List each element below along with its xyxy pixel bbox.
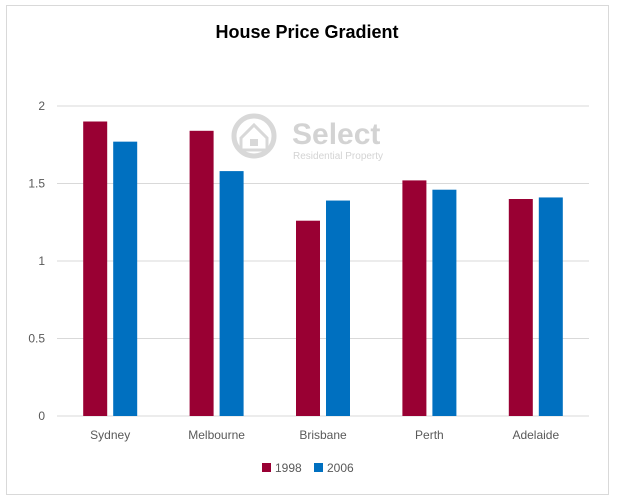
legend: 1998 2006 (262, 461, 354, 475)
y-tick-label: 1.5 (28, 177, 45, 191)
bar-perth-2006 (432, 189, 457, 416)
x-tick-label: Melbourne (188, 428, 245, 442)
y-tick-label: 2 (38, 99, 45, 113)
x-axis-ticks: Sydney Melbourne Brisbane Perth Adelaide (90, 428, 559, 442)
x-tick-label: Sydney (90, 428, 130, 442)
x-tick-label: Adelaide (512, 428, 559, 442)
y-tick-label: 0 (38, 409, 45, 423)
y-tick-label: 0.5 (28, 332, 45, 346)
house-icon (231, 113, 277, 159)
watermark-tagline: Residential Property (293, 151, 383, 162)
bar-melbourne-1998 (189, 130, 214, 417)
watermark-brand: Select (292, 118, 380, 151)
watermark-logo: Select Residential Property (231, 113, 383, 162)
chart-title: House Price Gradient (215, 22, 398, 42)
gridlines (57, 105, 589, 417)
bar-adelaide-2006 (538, 197, 563, 416)
x-tick-label: Brisbane (299, 428, 347, 442)
bar-perth-1998 (402, 180, 427, 416)
bar-sydney-1998 (83, 121, 108, 416)
y-tick-label: 1 (38, 254, 45, 268)
bar-adelaide-1998 (508, 199, 533, 416)
legend-label-2006: 2006 (327, 461, 354, 475)
bar-sydney-2006 (113, 141, 138, 416)
legend-swatch-2006 (314, 463, 323, 472)
x-tick-label: Perth (415, 428, 444, 442)
legend-label-1998: 1998 (275, 461, 302, 475)
y-axis-ticks: 0 0.5 1 1.5 2 (28, 99, 45, 423)
bar-melbourne-2006 (219, 171, 244, 416)
legend-swatch-1998 (262, 463, 271, 472)
bar-brisbane-2006 (326, 200, 350, 416)
bar-brisbane-1998 (296, 220, 320, 416)
bars (83, 121, 563, 417)
